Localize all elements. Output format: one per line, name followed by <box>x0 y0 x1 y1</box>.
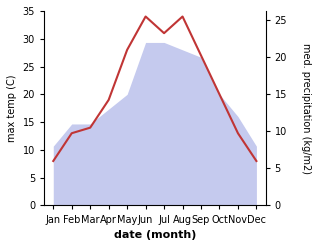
Y-axis label: med. precipitation (kg/m2): med. precipitation (kg/m2) <box>301 43 311 174</box>
Y-axis label: max temp (C): max temp (C) <box>7 74 17 142</box>
X-axis label: date (month): date (month) <box>114 230 196 240</box>
